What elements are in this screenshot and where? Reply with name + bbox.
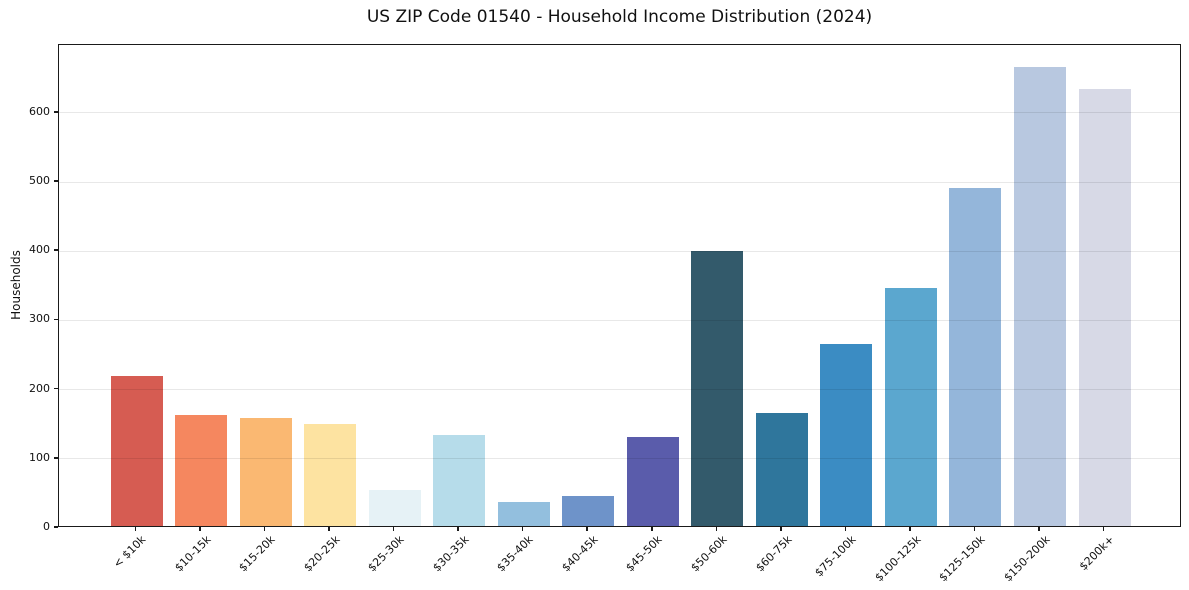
x-tick-mark xyxy=(973,527,976,531)
x-tick-label-2: $15-20k xyxy=(236,533,278,575)
bar-30-35k xyxy=(433,434,486,526)
x-tick-label-13: $125-150k xyxy=(936,533,988,585)
x-tick-mark xyxy=(199,527,201,531)
x-tick-label-1: $10-15k xyxy=(171,533,214,575)
x-tick-label-7: $40-45k xyxy=(559,533,601,575)
x-tick-mark xyxy=(1102,527,1105,531)
y-tick-mark xyxy=(54,249,58,251)
x-tick-label-11: $75-100k xyxy=(812,533,859,580)
y-tick-label-200: 200 xyxy=(29,381,50,395)
x-tick-label-6: $35-40k xyxy=(494,533,536,575)
gridline-500 xyxy=(59,181,1180,183)
bar-50-60k xyxy=(691,251,744,526)
y-tick-mark xyxy=(54,180,58,182)
x-tick-label-4: $25-30k xyxy=(365,533,407,575)
x-tick-mark xyxy=(1038,527,1040,531)
x-tick-mark xyxy=(263,527,266,531)
bar-150-200k xyxy=(1013,67,1066,526)
x-tick-mark xyxy=(457,527,459,531)
y-tick-label-400: 400 xyxy=(29,243,50,257)
bar-125-150k xyxy=(949,188,1002,526)
bar-75-100k xyxy=(820,344,873,526)
gridline-600 xyxy=(59,112,1180,114)
plot-area xyxy=(58,44,1181,527)
x-tick-label-9: $50-60k xyxy=(688,533,730,575)
bar-20-25k xyxy=(304,423,357,526)
bar-100-125k xyxy=(884,287,937,526)
x-tick-label-10: $60-75k xyxy=(752,533,795,575)
x-tick-mark xyxy=(521,527,524,531)
x-tick-mark xyxy=(392,527,395,531)
x-tick-mark xyxy=(780,527,782,531)
gridline-100 xyxy=(59,458,1180,460)
y-tick-mark xyxy=(54,318,58,321)
bar-10-15k xyxy=(175,414,228,526)
gridline-400 xyxy=(59,250,1180,252)
bar-35-40k xyxy=(497,502,550,526)
y-tick-mark xyxy=(54,457,58,459)
chart-title: US ZIP Code 01540 - Household Income Dis… xyxy=(366,7,873,27)
y-tick-mark xyxy=(54,387,58,390)
x-tick-label-15: $200k+ xyxy=(1076,533,1117,574)
y-tick-label-100: 100 xyxy=(29,450,50,464)
x-tick-mark xyxy=(715,527,718,531)
x-tick-label-5: $30-35k xyxy=(430,533,472,575)
x-tick-label-0: < $10k xyxy=(111,533,149,571)
y-tick-label-0: 0 xyxy=(43,520,50,533)
x-tick-label-14: $150-200k xyxy=(1001,533,1053,585)
x-tick-label-12: $100-125k xyxy=(871,533,924,585)
bar-10k xyxy=(110,375,163,526)
gridline-200 xyxy=(59,389,1180,391)
y-axis-label: Households xyxy=(9,250,23,320)
bar-15-20k xyxy=(239,418,292,526)
bar-40-45k xyxy=(562,495,615,526)
x-tick-mark xyxy=(909,527,911,531)
bar-25-30k xyxy=(368,490,421,526)
y-tick-mark xyxy=(54,526,58,528)
x-tick-mark xyxy=(844,527,847,531)
x-tick-mark xyxy=(328,527,330,531)
gridline-300 xyxy=(59,319,1180,321)
x-tick-mark xyxy=(134,527,137,531)
x-tick-mark xyxy=(651,527,653,531)
y-tick-mark xyxy=(54,111,58,113)
bar-200k xyxy=(1078,89,1131,526)
x-tick-mark xyxy=(586,527,588,531)
bar-45-50k xyxy=(626,437,679,526)
x-tick-label-3: $20-25k xyxy=(301,533,343,575)
y-tick-label-500: 500 xyxy=(29,174,50,187)
x-tick-label-8: $45-50k xyxy=(623,533,665,575)
y-tick-label-300: 300 xyxy=(29,312,50,326)
bar-60-75k xyxy=(755,412,808,526)
y-tick-label-600: 600 xyxy=(29,104,50,118)
